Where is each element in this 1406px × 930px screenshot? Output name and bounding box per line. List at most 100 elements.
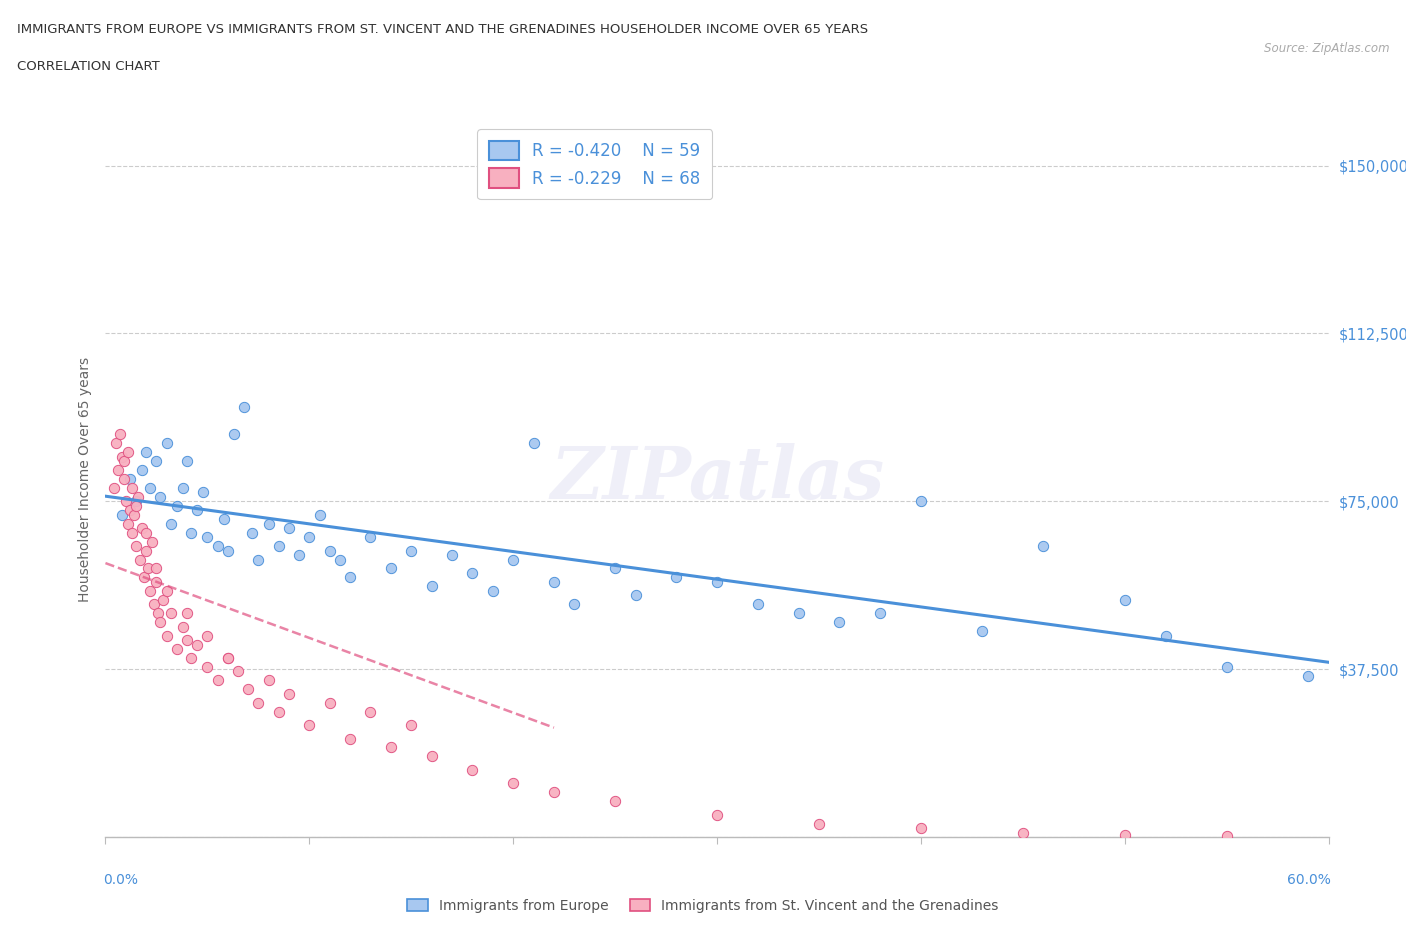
Point [145,561,167,576]
Point [149,615,172,630]
Point [222,427,245,442]
Point [107,462,129,477]
Point [1114,828,1136,843]
Point [134,570,156,585]
Point [195,628,219,643]
Point [131,462,153,477]
Point [233,400,256,415]
Point [461,565,484,580]
Point [149,489,172,504]
Point [176,605,198,620]
Point [910,820,932,835]
Point [145,575,167,590]
Point [139,583,162,598]
Point [125,494,148,509]
Point [399,718,422,733]
Point [339,570,361,585]
Point [318,543,342,558]
Point [129,552,152,567]
Point [605,561,627,576]
Text: 60.0%: 60.0% [1288,872,1331,887]
Legend: R = -0.420    N = 59, R = -0.229    N = 68: R = -0.420 N = 59, R = -0.229 N = 68 [477,129,713,199]
Point [665,570,688,585]
Point [226,664,249,679]
Point [308,507,330,522]
Point [155,435,177,450]
Point [159,605,181,620]
Point [562,597,586,612]
Point [298,530,321,545]
Point [543,785,565,800]
Point [706,575,728,590]
Point [186,637,208,652]
Point [127,489,149,504]
Point [172,481,194,496]
Point [117,445,139,459]
Point [240,525,263,540]
Point [135,525,157,540]
Point [121,481,143,496]
Point [807,817,830,831]
Point [180,651,202,666]
Point [217,543,239,558]
Point [145,454,167,469]
Point [1296,669,1319,684]
Point [247,696,270,711]
Point [970,624,993,639]
Point [135,543,157,558]
Point [1012,825,1035,840]
Point [195,659,219,674]
Point [461,763,484,777]
Point [288,548,311,563]
Point [112,454,135,469]
Point [180,525,202,540]
Point [267,538,290,553]
Point [186,503,208,518]
Point [1154,628,1177,643]
Point [399,543,422,558]
Point [747,597,769,612]
Text: Source: ZipAtlas.com: Source: ZipAtlas.com [1264,42,1389,55]
Point [380,561,402,576]
Point [193,485,215,499]
Point [481,583,503,598]
Point [166,642,188,657]
Point [117,516,139,531]
Point [380,740,402,755]
Point [910,494,932,509]
Point [360,530,382,545]
Point [257,673,280,688]
Y-axis label: Householder Income Over 65 years: Householder Income Over 65 years [77,356,91,602]
Point [172,619,194,634]
Point [155,583,177,598]
Point [787,605,810,620]
Point [159,516,181,531]
Point [207,673,229,688]
Text: CORRELATION CHART: CORRELATION CHART [17,60,160,73]
Point [318,696,342,711]
Text: 0.0%: 0.0% [103,872,138,887]
Point [1216,659,1239,674]
Point [502,552,524,567]
Point [139,481,162,496]
Point [1114,592,1136,607]
Point [115,494,138,509]
Point [329,552,352,567]
Point [1216,829,1239,844]
Point [118,503,141,518]
Point [278,686,301,701]
Point [152,592,174,607]
Point [605,793,627,808]
Point [339,731,361,746]
Point [111,449,134,464]
Point [523,435,546,450]
Point [118,472,141,486]
Point [122,507,145,522]
Point [828,615,851,630]
Point [112,472,135,486]
Point [420,578,443,593]
Point [176,632,198,647]
Point [143,597,166,612]
Point [111,507,134,522]
Point [103,481,125,496]
